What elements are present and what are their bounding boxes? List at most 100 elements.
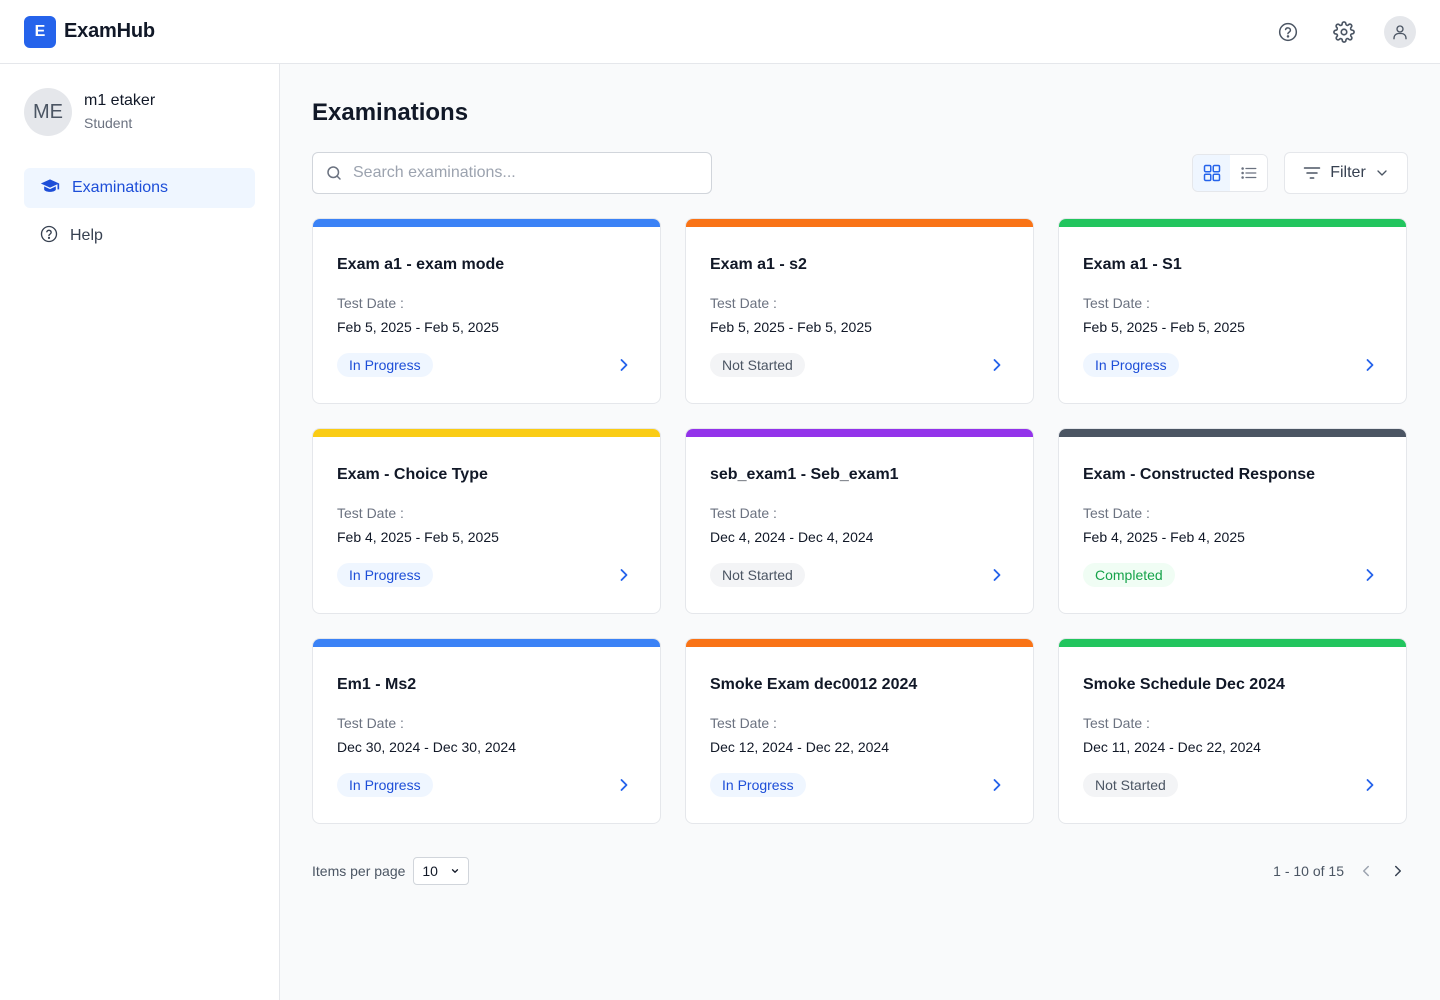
card-accent-bar	[1059, 219, 1406, 227]
chevron-right-icon[interactable]	[985, 353, 1009, 377]
test-date-label: Test Date :	[337, 295, 404, 311]
sidebar: ME m1 etaker Student Examinations Help	[0, 64, 280, 1000]
exam-title: Smoke Exam dec0012 2024	[710, 676, 918, 693]
test-date-range: Dec 12, 2024 - Dec 22, 2024	[710, 739, 890, 755]
status-badge: In Progress	[1083, 353, 1179, 377]
chevron-right-icon[interactable]	[1358, 353, 1382, 377]
status-badge: Not Started	[710, 563, 805, 587]
chevron-down-icon	[1374, 165, 1390, 181]
status-badge: In Progress	[337, 353, 433, 377]
test-date-range: Feb 4, 2025 - Feb 5, 2025	[337, 529, 499, 545]
test-date-range: Dec 30, 2024 - Dec 30, 2024	[337, 739, 517, 755]
test-date-label: Test Date :	[1083, 295, 1150, 311]
search-box	[312, 152, 712, 194]
filter-lines-icon	[1302, 163, 1322, 183]
test-date-label: Test Date :	[710, 715, 777, 731]
card-accent-bar	[686, 219, 1033, 227]
chevron-right-icon	[1389, 862, 1407, 880]
help-circle-icon[interactable]	[1272, 16, 1304, 48]
test-date-label: Test Date :	[337, 505, 404, 521]
chevron-down-icon	[450, 866, 460, 876]
chevron-right-icon[interactable]	[1358, 563, 1382, 587]
card-accent-bar	[1059, 639, 1406, 647]
main-content: Examinations	[312, 64, 1408, 886]
per-page-label: Items per page	[312, 863, 406, 879]
top-header: E ExamHub	[0, 0, 1440, 64]
exam-card[interactable]: Exam - Choice Type Test Date : Feb 4, 2025…	[312, 428, 661, 614]
prev-page-button[interactable]	[1356, 861, 1376, 881]
test-date-range: Feb 5, 2025 - Feb 5, 2025	[710, 319, 872, 335]
view-toggle	[1192, 154, 1268, 192]
status-badge: Completed	[1083, 563, 1175, 587]
test-date-range: Feb 4, 2025 - Feb 4, 2025	[1083, 529, 1245, 545]
test-date-label: Test Date :	[337, 715, 404, 731]
app-name: ExamHub	[64, 20, 155, 42]
test-date-range: Dec 4, 2024 - Dec 4, 2024	[710, 529, 874, 545]
page-title: Examinations	[312, 99, 469, 126]
exam-title: Exam a1 - s2	[710, 256, 807, 273]
exam-title: Smoke Schedule Dec 2024	[1083, 676, 1285, 693]
status-badge: In Progress	[337, 773, 433, 797]
per-page-select[interactable]: 10	[413, 857, 470, 885]
sidebar-item-help[interactable]: Help	[24, 216, 255, 256]
chevron-left-icon	[1357, 862, 1375, 880]
help-circle-icon	[40, 225, 58, 248]
chevron-right-icon[interactable]	[985, 563, 1009, 587]
brand[interactable]: E ExamHub	[24, 15, 155, 48]
card-accent-bar	[313, 219, 660, 227]
exam-card[interactable]: Smoke Exam dec0012 2024 Test Date : Dec 12…	[685, 638, 1034, 824]
exam-card[interactable]: Smoke Schedule Dec 2024 Test Date : Dec 11…	[1058, 638, 1407, 824]
user-profile: ME m1 etaker Student	[24, 88, 255, 136]
pager: 1 - 10 of 15	[1273, 861, 1408, 881]
list-icon	[1240, 164, 1258, 182]
search-icon	[325, 164, 343, 182]
exam-title: Exam - Choice Type	[337, 466, 488, 483]
exam-card[interactable]: Exam - Constructed Response Test Date : Fe…	[1058, 428, 1407, 614]
card-accent-bar	[686, 639, 1033, 647]
items-per-page: Items per page 10	[312, 857, 470, 885]
test-date-label: Test Date :	[1083, 715, 1150, 731]
test-date-label: Test Date :	[1083, 505, 1150, 521]
chevron-right-icon[interactable]	[985, 773, 1009, 797]
exam-card[interactable]: Em1 - Ms2 Test Date : Dec 30, 2024 - Dec 3…	[312, 638, 661, 824]
exam-cards-grid: Exam a1 - exam mode Test Date : Feb 5, 202…	[312, 218, 1408, 824]
exam-card[interactable]: Exam a1 - exam mode Test Date : Feb 5, 202…	[312, 218, 661, 404]
sidebar-item-label: Help	[70, 227, 103, 244]
brand-logo: E	[24, 15, 56, 48]
header-actions	[1272, 15, 1416, 48]
toolbar: Filter	[312, 152, 1408, 194]
card-accent-bar	[313, 429, 660, 437]
exam-title: Exam a1 - exam mode	[337, 256, 505, 273]
chevron-right-icon[interactable]	[612, 563, 636, 587]
gear-icon[interactable]	[1328, 16, 1360, 48]
card-accent-bar	[686, 429, 1033, 437]
sidebar-item-label: Examinations	[72, 179, 169, 196]
grid-view-button[interactable]	[1193, 155, 1230, 191]
next-page-button[interactable]	[1388, 861, 1408, 881]
chevron-right-icon[interactable]	[1358, 773, 1382, 797]
exam-title: Exam - Constructed Response	[1083, 466, 1316, 483]
user-name: m1 etaker	[84, 92, 156, 109]
user-role: Student	[84, 115, 133, 131]
exam-title: Em1 - Ms2	[337, 676, 417, 693]
graduation-cap-icon	[40, 176, 60, 201]
user-icon[interactable]	[1384, 15, 1416, 48]
test-date-label: Test Date :	[710, 505, 777, 521]
chevron-right-icon[interactable]	[612, 773, 636, 797]
test-date-range: Feb 5, 2025 - Feb 5, 2025	[1083, 319, 1245, 335]
list-view-button[interactable]	[1230, 155, 1267, 191]
card-accent-bar	[313, 639, 660, 647]
chevron-right-icon[interactable]	[612, 353, 636, 377]
exam-title: seb_exam1 - Seb_exam1	[710, 466, 899, 483]
avatar: ME	[24, 88, 72, 136]
status-badge: In Progress	[337, 563, 433, 587]
filter-button[interactable]: Filter	[1284, 152, 1408, 194]
sidebar-item-examinations[interactable]: Examinations	[24, 168, 255, 208]
exam-card[interactable]: Exam a1 - s2 Test Date : Feb 5, 2025 - Feb…	[685, 218, 1034, 404]
test-date-range: Feb 5, 2025 - Feb 5, 2025	[337, 319, 499, 335]
status-badge: Not Started	[1083, 773, 1178, 797]
exam-card[interactable]: seb_exam1 - Seb_exam1 Test Date : Dec 4, 2…	[685, 428, 1034, 614]
search-input[interactable]	[353, 164, 699, 182]
toolbar-right: Filter	[1192, 152, 1408, 194]
exam-card[interactable]: Exam a1 - S1 Test Date : Feb 5, 2025 - Feb…	[1058, 218, 1407, 404]
